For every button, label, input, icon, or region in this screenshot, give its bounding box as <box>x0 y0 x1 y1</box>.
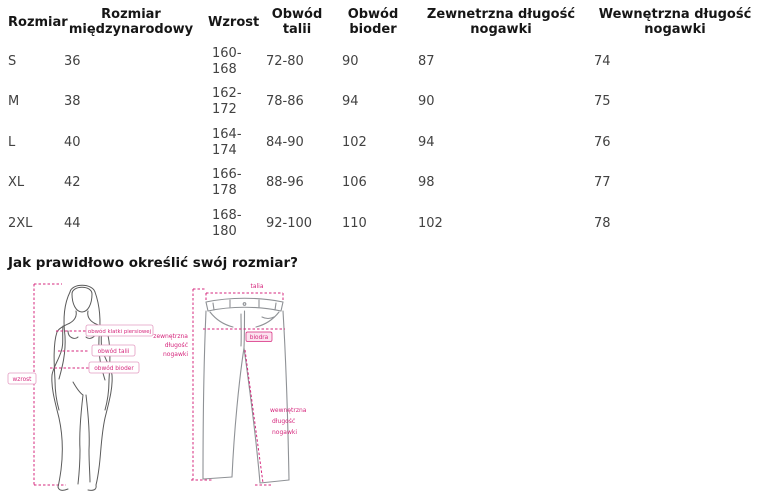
cell-height: 166-178 <box>212 167 242 199</box>
cell-size: XL <box>8 175 25 191</box>
hips-label: obwód bioder <box>94 365 134 372</box>
table-row: M 38 162-172 78-86 94 90 75 <box>0 82 760 123</box>
cell-waist: 92-100 <box>266 215 313 231</box>
size-table-header-row: Rozmiar Rozmiar międzynarodowy Wzrost Ob… <box>0 0 760 42</box>
pants-measurement-diagram: talia biodra zewnętrzna długość nogawki <box>153 283 307 486</box>
body-measure-lines <box>50 330 93 369</box>
table-row: L 40 164-174 84-90 102 94 76 <box>0 123 760 164</box>
pants-waist-label: talia <box>250 283 263 290</box>
cell-inner-leg: 77 <box>594 175 611 191</box>
outer-leg-label: zewnętrzna długość nogawki <box>153 333 188 358</box>
cell-outer-leg: 94 <box>418 134 435 150</box>
cell-inner-leg: 74 <box>594 53 611 69</box>
col-header-obwod-bioder: Obwód bioder <box>347 7 399 38</box>
cell-hips: 102 <box>342 134 367 150</box>
cell-outer-leg: 102 <box>418 215 443 231</box>
measurement-diagrams-svg: obwód klatki piersiowej obwód talii obwó… <box>7 283 307 491</box>
measurement-diagrams: obwód klatki piersiowej obwód talii obwó… <box>0 276 760 500</box>
cell-hips: 94 <box>342 94 359 110</box>
outer-leg-measure-line <box>191 288 212 481</box>
cell-outer-leg: 98 <box>418 175 435 191</box>
waist-label: obwód talii <box>98 348 130 355</box>
table-row: XL 42 166-178 88-96 106 98 77 <box>0 163 760 204</box>
cell-intl-size: 44 <box>64 215 81 231</box>
outer-leg-label-line1: zewnętrzna <box>153 333 188 340</box>
cell-waist: 72-80 <box>266 53 304 69</box>
col-header-obwod-talii: Obwód talii <box>271 7 323 38</box>
body-measurement-diagram: obwód klatki piersiowej obwód talii obwó… <box>7 283 154 491</box>
female-figure-sketch <box>51 284 113 491</box>
cell-size: L <box>8 134 16 150</box>
outer-leg-label-line2: długość <box>165 342 188 349</box>
cell-waist: 88-96 <box>266 175 304 191</box>
cell-inner-leg: 76 <box>594 134 611 150</box>
height-label-box <box>7 372 37 385</box>
cell-size: 2XL <box>8 215 33 231</box>
outer-leg-label-line3: nogawki <box>163 351 188 358</box>
chest-label: obwód klatki piersiowej <box>88 328 151 335</box>
col-header-rozmiar: Rozmiar <box>8 14 68 30</box>
cell-outer-leg: 87 <box>418 53 435 69</box>
chest-label-box <box>85 324 154 337</box>
cell-hips: 106 <box>342 175 367 191</box>
col-header-rozmiar-miedzynarodowy: Rozmiar międzynarodowy <box>68 7 194 38</box>
cell-inner-leg: 78 <box>594 215 611 231</box>
cell-height: 162-172 <box>212 86 242 118</box>
cell-inner-leg: 75 <box>594 94 611 110</box>
size-table: Rozmiar Rozmiar międzynarodowy Wzrost Ob… <box>0 0 760 244</box>
cell-size: M <box>8 94 20 110</box>
cell-height: 168-180 <box>212 207 242 239</box>
cell-outer-leg: 90 <box>418 94 435 110</box>
col-header-wzrost: Wzrost <box>208 14 260 30</box>
height-label: wzrost <box>13 377 33 383</box>
trousers-sketch <box>202 297 290 484</box>
cell-intl-size: 40 <box>64 134 81 150</box>
hips-label-box <box>88 361 140 374</box>
cell-intl-size: 36 <box>64 53 81 69</box>
table-row: S 36 160-168 72-80 90 87 74 <box>0 42 760 83</box>
cell-hips: 90 <box>342 53 359 69</box>
how-to-measure-heading: Jak prawidłowo określić swój rozmiar? <box>8 255 298 272</box>
pants-waist-measure-line <box>205 292 284 301</box>
cell-waist: 78-86 <box>266 94 304 110</box>
inner-leg-label-line3: nogawki <box>272 429 297 436</box>
height-measure-line <box>33 283 66 486</box>
inner-leg-label: wewnętrzna długość nogawki <box>270 407 307 436</box>
cell-height: 160-168 <box>212 45 242 77</box>
inner-leg-label-line1: wewnętrzna <box>270 407 307 414</box>
cell-intl-size: 38 <box>64 94 81 110</box>
cell-size: S <box>8 53 17 69</box>
cell-hips: 110 <box>342 215 367 231</box>
col-header-zewnetrzna-dlugosc: Zewnetrzna długość nogawki <box>426 7 576 38</box>
inner-leg-label-line2: długość <box>272 418 295 425</box>
waist-label-box <box>91 344 136 357</box>
body-diagram-labels: obwód klatki piersiowej obwód talii obwó… <box>7 324 154 385</box>
pants-hips-label: biodra <box>250 335 269 341</box>
pants-hips-label-box <box>245 331 273 343</box>
cell-height: 164-174 <box>212 126 242 158</box>
table-row: 2XL 44 168-180 92-100 110 102 78 <box>0 204 760 245</box>
col-header-wewnetrzna-dlugosc: Wewnętrzna długość nogawki <box>598 7 752 38</box>
cell-intl-size: 42 <box>64 175 81 191</box>
cell-waist: 84-90 <box>266 134 304 150</box>
